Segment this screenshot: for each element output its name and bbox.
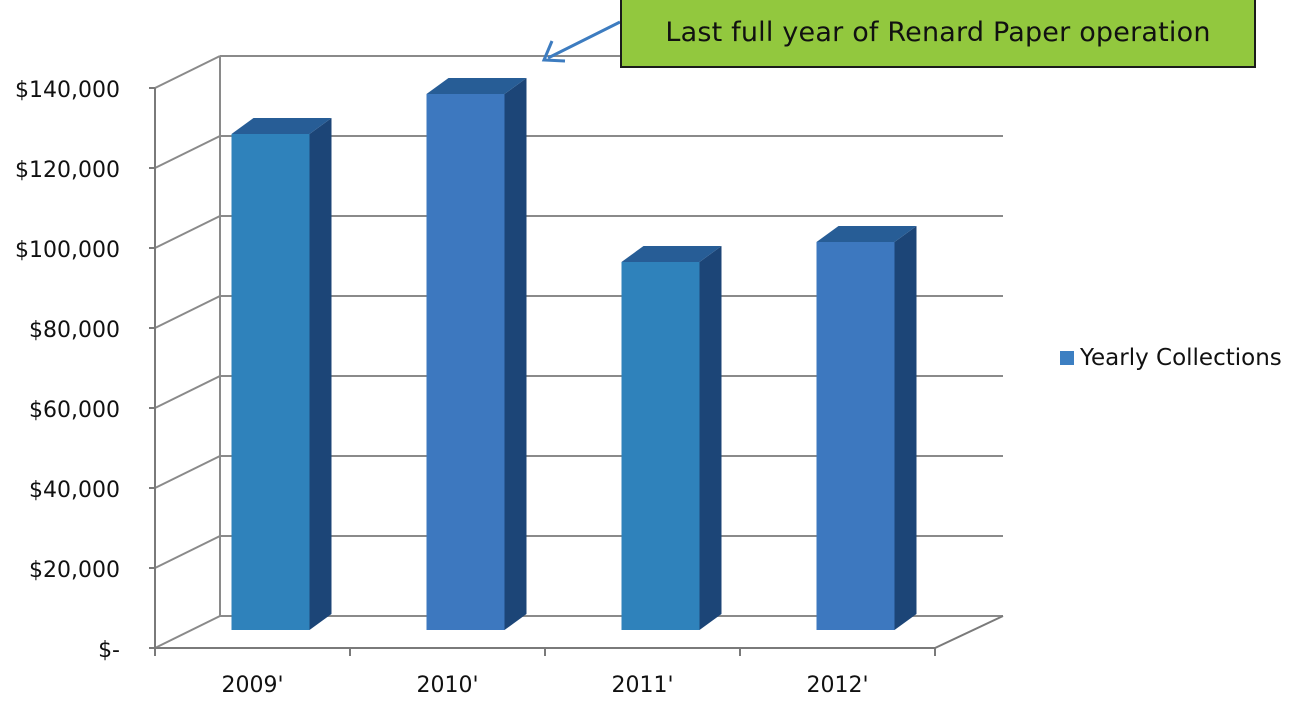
gridline-side [154,455,221,489]
x-tick-label: 2010' [416,673,478,698]
bar-side [504,78,527,630]
y-tick-label: $100,000 [15,238,120,263]
gridline-side [154,55,221,89]
bar-layer [231,78,917,630]
x-tick-label: 2011' [611,673,673,698]
bar-side [894,226,917,630]
bar-front [426,94,505,630]
y-tick-label: $20,000 [29,558,120,583]
gridline-side [154,215,221,249]
legend-swatch [1060,351,1074,365]
bar-top [816,226,917,242]
bar-side [309,118,332,630]
legend-label: Yearly Collections [1080,345,1282,371]
bar-front [231,134,310,630]
gridline-side [154,375,221,409]
x-tick-label: 2012' [806,673,868,698]
grid-layer [154,55,1003,649]
y-tick-label: $40,000 [29,478,120,503]
gridline-side [154,135,221,169]
label-layer: $- $20,000 $40,000 $60,000 $80,000 $100,000 $1… [15,78,869,698]
y-tick-label: $140,000 [15,78,120,103]
gridline-side [154,615,221,649]
y-tick-label: $60,000 [29,398,120,423]
annotation-text: Last full year of Renard Paper operation [665,16,1211,48]
annotation-arrow [547,20,621,60]
gridline-side [154,295,221,329]
x-tick-label: 2009' [221,673,283,698]
gridline-side [154,535,221,569]
axis-layer [149,87,1004,656]
bar-top [621,246,722,262]
bar-front [816,242,895,630]
bar-front [621,262,700,630]
bar-side [699,246,722,630]
bar-top [426,78,527,94]
legend: Yearly Collections [1060,345,1282,371]
bar-top [231,118,332,134]
annotation-callout: Last full year of Renard Paper operation [620,0,1256,68]
y-tick-label: $80,000 [29,318,120,343]
annotation-arrow-layer [541,20,621,63]
y-tick-label: $- [98,638,120,663]
y-tick-label: $120,000 [15,158,120,183]
annotation-arrowhead [541,40,566,63]
